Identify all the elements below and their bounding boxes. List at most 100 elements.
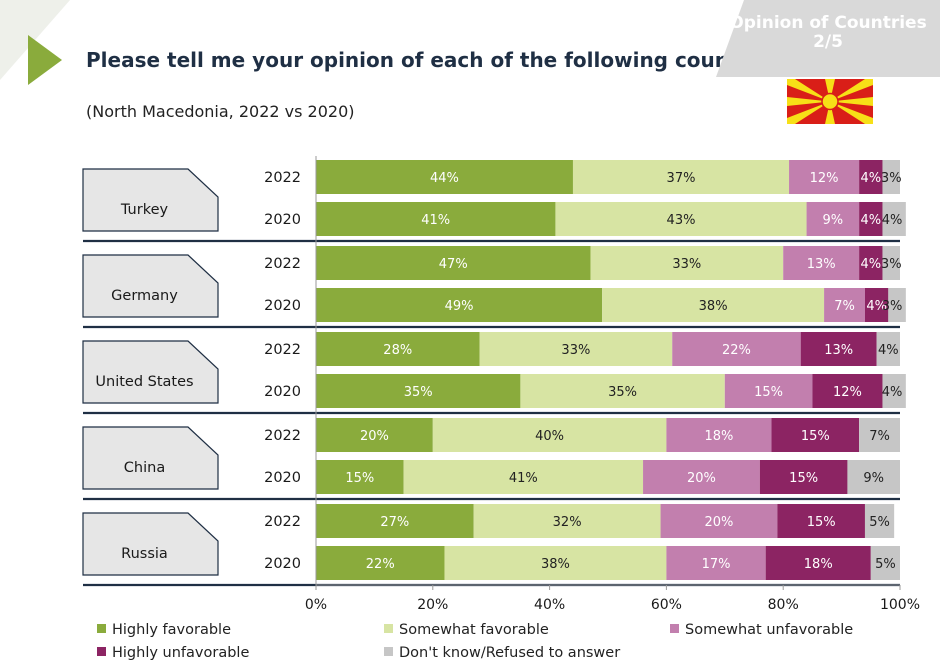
legend-label: Highly unfavorable [112, 645, 250, 661]
badge-line-2: 2/5 [813, 32, 843, 52]
data-label: 28% [383, 343, 412, 358]
bar-segment-don-t-know-refused-to-answer [882, 202, 906, 236]
bar-segment-somewhat-favorable [473, 504, 661, 538]
bar-segment-don-t-know-refused-to-answer [876, 332, 900, 366]
country-label-box [82, 168, 219, 232]
data-label: 12% [810, 171, 839, 186]
country-label-box [82, 426, 219, 490]
year-label: 2020 [264, 470, 301, 486]
bar-segment-highly-favorable [316, 288, 603, 322]
year-label: 2020 [264, 556, 301, 572]
bar-segment-highly-favorable [316, 460, 404, 494]
bar-segment-highly-unfavorable [800, 332, 877, 366]
bar-segment-don-t-know-refused-to-answer [859, 418, 900, 452]
year-label: 2022 [264, 342, 301, 358]
bar-segment-somewhat-unfavorable [643, 460, 760, 494]
data-label: 22% [366, 557, 395, 572]
bar-segment-highly-favorable [316, 546, 445, 580]
x-tick-label: 40% [534, 597, 565, 613]
year-label: 2022 [264, 256, 301, 272]
legend-swatch [97, 624, 106, 633]
data-label: 12% [833, 385, 862, 400]
legend-item-highly-unfavorable: Highly unfavorable [97, 645, 249, 661]
data-label: 4% [860, 171, 881, 186]
bar-segment-don-t-know-refused-to-answer [870, 546, 900, 580]
data-label: 47% [439, 257, 468, 272]
country-label-china: China [124, 460, 165, 476]
arrow-icon [28, 35, 62, 85]
bar-segment-highly-unfavorable [859, 202, 883, 236]
bar-segment-highly-favorable [316, 332, 480, 366]
data-label: 18% [705, 429, 734, 444]
data-label: 3% [882, 299, 903, 314]
bar-segment-highly-favorable [316, 374, 521, 408]
bar-segment-don-t-know-refused-to-answer [864, 504, 895, 538]
bar-segment-somewhat-unfavorable [666, 418, 772, 452]
bar-segment-somewhat-favorable [432, 418, 667, 452]
year-label: 2022 [264, 170, 301, 186]
legend-label: Highly favorable [112, 622, 231, 638]
data-label: 49% [445, 299, 474, 314]
data-label: 41% [421, 213, 450, 228]
data-label: 20% [687, 471, 716, 486]
data-label: 15% [789, 471, 818, 486]
country-label-united-states: United States [95, 374, 193, 390]
data-label: 35% [608, 385, 637, 400]
data-label: 20% [360, 429, 389, 444]
country-label-box [82, 340, 219, 404]
data-label: 40% [535, 429, 564, 444]
bar-segment-highly-favorable [316, 418, 433, 452]
bar-segment-don-t-know-refused-to-answer [882, 160, 900, 194]
badge-line-1: Opinion of Countries [729, 13, 927, 33]
bar-segment-somewhat-unfavorable [806, 202, 860, 236]
bar-segment-don-t-know-refused-to-answer [882, 374, 906, 408]
data-label: 15% [754, 385, 783, 400]
north-macedonia-flag-icon [787, 79, 873, 124]
data-label: 43% [667, 213, 696, 228]
x-tick-label: 0% [305, 597, 327, 613]
data-label: 15% [801, 429, 830, 444]
legend-label: Somewhat unfavorable [685, 622, 854, 638]
data-label: 5% [869, 515, 890, 530]
data-label: 5% [875, 557, 896, 572]
data-label: 35% [404, 385, 433, 400]
data-label: 13% [824, 343, 853, 358]
bar-segment-somewhat-favorable [590, 246, 784, 280]
year-label: 2020 [264, 212, 301, 228]
year-label: 2020 [264, 384, 301, 400]
bar-segment-somewhat-unfavorable [660, 504, 778, 538]
year-label: 2022 [264, 428, 301, 444]
bar-segment-somewhat-favorable [520, 374, 725, 408]
data-label: 33% [561, 343, 590, 358]
bar-segment-highly-unfavorable [859, 160, 883, 194]
data-label: 41% [509, 471, 538, 486]
country-label-turkey: Turkey [120, 202, 169, 218]
legend-swatch [384, 624, 393, 633]
data-label: 32% [553, 515, 582, 530]
data-label: 7% [834, 299, 855, 314]
bar-segment-somewhat-favorable [444, 546, 667, 580]
country-label-box [82, 512, 219, 576]
data-label: 4% [866, 299, 887, 314]
page-title: Please tell me your opinion of each of t… [86, 48, 789, 72]
data-label: 4% [882, 213, 903, 228]
x-tick-label: 80% [768, 597, 799, 613]
data-label: 4% [882, 385, 903, 400]
bar-segment-highly-favorable [316, 202, 556, 236]
data-label: 7% [869, 429, 890, 444]
data-label: 22% [722, 343, 751, 358]
x-tick-label: 20% [417, 597, 448, 613]
legend-label: Don't know/Refused to answer [399, 645, 621, 661]
data-label: 27% [380, 515, 409, 530]
bar-segment-somewhat-unfavorable [783, 246, 860, 280]
data-label: 9% [823, 213, 844, 228]
data-label: 9% [863, 471, 884, 486]
data-label: 17% [702, 557, 731, 572]
legend-item-somewhat-unfavorable: Somewhat unfavorable [670, 622, 853, 638]
bar-segment-highly-unfavorable [864, 288, 889, 322]
data-label: 3% [881, 257, 902, 272]
bar-segment-highly-favorable [316, 504, 474, 538]
data-label: 4% [860, 213, 881, 228]
bar-segment-somewhat-unfavorable [666, 546, 766, 580]
bar-segment-somewhat-unfavorable [724, 374, 813, 408]
